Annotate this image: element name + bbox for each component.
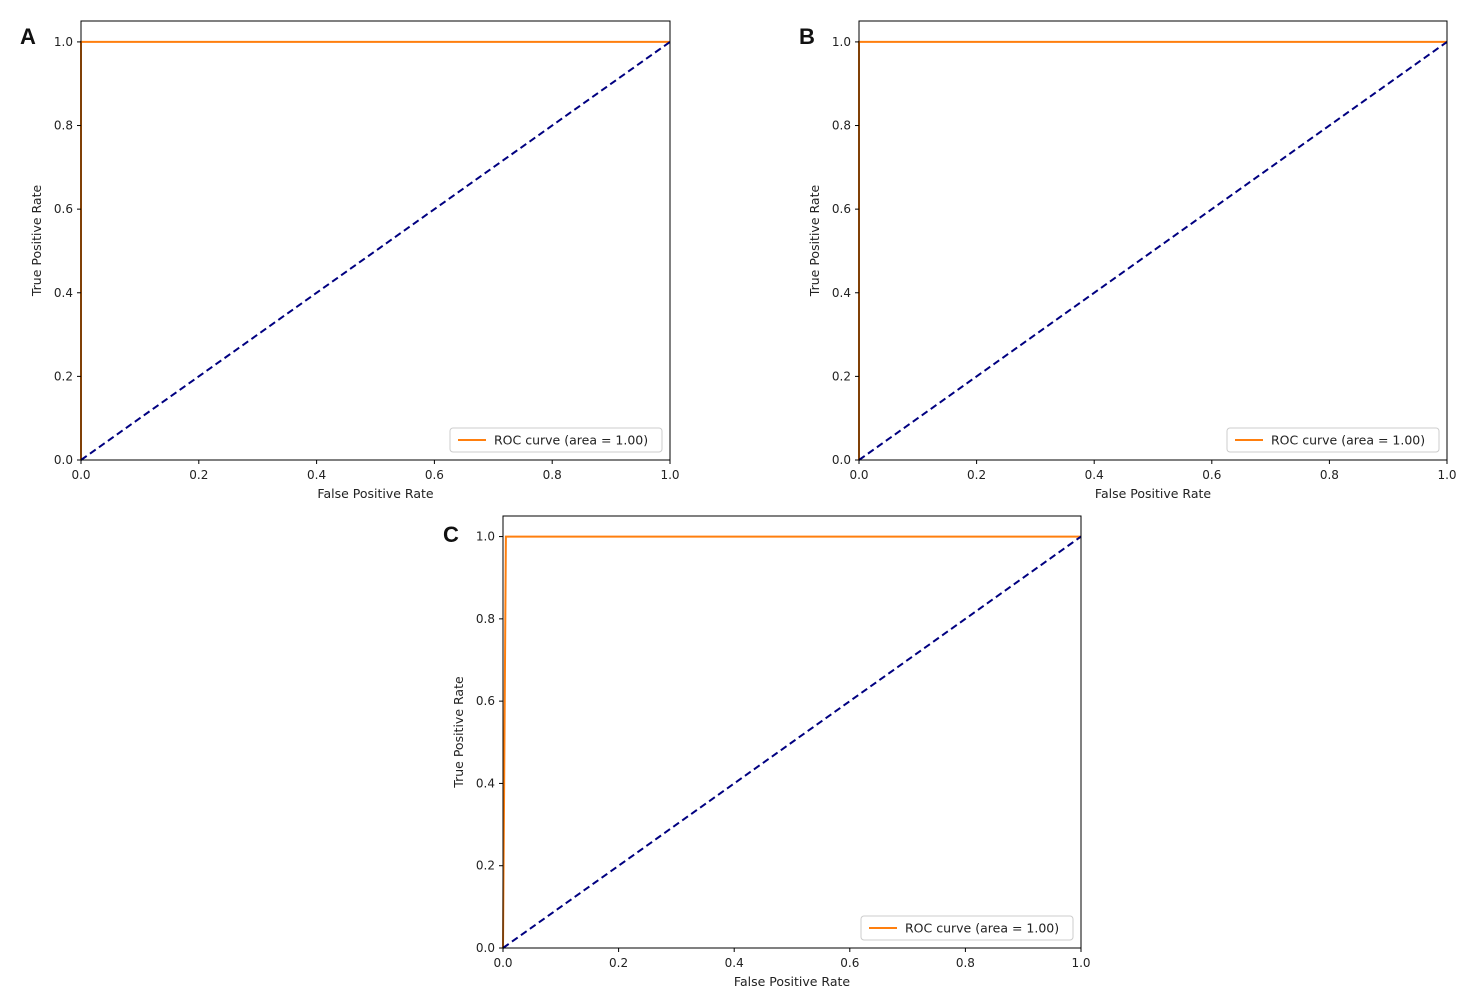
x-tick-label: 0.4: [725, 956, 744, 970]
x-tick-label: 0.8: [543, 468, 562, 482]
legend-box: [860, 915, 1074, 941]
axes-frame: [502, 515, 1082, 949]
axes-frame: [80, 20, 671, 461]
y-tick-label: 0.8: [54, 119, 73, 133]
x-tick-label: 0.4: [307, 468, 326, 482]
y-tick-label: 0.8: [832, 119, 851, 133]
y-tick-label: 0.2: [54, 369, 73, 383]
y-axis-label: True Positive Rate: [451, 676, 466, 789]
y-axis-label: True Positive Rate: [29, 185, 44, 298]
y-tick-label: 0.2: [476, 859, 495, 873]
roc-curve-line: [858, 40, 1447, 460]
x-axis-label: False Positive Rate: [1095, 486, 1211, 501]
y-tick-label: 0.8: [476, 612, 495, 626]
legend-label: ROC curve (area = 1.00): [1271, 433, 1425, 448]
y-tick-label: 0.4: [54, 286, 73, 300]
y-tick-label: 0.2: [832, 369, 851, 383]
legend-box: [1226, 427, 1440, 453]
roc-curve-line: [80, 40, 670, 460]
x-tick-label: 0.6: [1202, 468, 1221, 482]
legend-box: [449, 427, 663, 453]
x-tick-label: 0.0: [493, 956, 512, 970]
legend: ROC curve (area = 1.00): [449, 427, 663, 453]
chance-diagonal-line: [858, 41, 1448, 461]
legend: ROC curve (area = 1.00): [1226, 427, 1440, 453]
chart-panel-a: A 0.0 0.2 0.4 0.6 0.8 1.0 0.0 0.2 0.4 0.6 0.8 1.0 Fal…: [20, 20, 680, 501]
chart-panel-b: B 0.0 0.2 0.4 0.6 0.8 1.0 0.0 0.2 0.4 0.6 0.8 1.0 Fal…: [799, 20, 1457, 501]
axes-frame: [858, 20, 1448, 461]
x-tick-label: 0.8: [1320, 468, 1339, 482]
chart-panel-c: C 0.0 0.2 0.4 0.6 0.8 1.0 0.0 0.2 0.4 0.6 0.8 1.0 Fal…: [443, 515, 1091, 989]
x-tick-label: 0.4: [1085, 468, 1104, 482]
x-tick-label: 1.0: [660, 468, 679, 482]
x-tick-label: 1.0: [1437, 468, 1456, 482]
y-tick-label: 1.0: [832, 35, 851, 49]
chance-diagonal-line: [502, 535, 1082, 949]
legend-label: ROC curve (area = 1.00): [905, 921, 1059, 936]
y-tick-label: 0.0: [832, 453, 851, 467]
x-tick-label: 0.0: [849, 468, 868, 482]
y-tick-label: 0.6: [54, 202, 73, 216]
x-tick-label: 1.0: [1071, 956, 1090, 970]
x-tick-label: 0.0: [71, 468, 90, 482]
x-axis-label: False Positive Rate: [734, 974, 850, 989]
y-tick-label: 0.0: [476, 941, 495, 955]
y-tick-label: 0.4: [476, 776, 495, 790]
y-tick-label: 1.0: [54, 35, 73, 49]
roc-curve-line: [502, 535, 1081, 949]
x-tick-label: 0.2: [609, 956, 628, 970]
legend-label: ROC curve (area = 1.00): [494, 433, 648, 448]
y-tick-label: 1.0: [476, 530, 495, 544]
y-tick-label: 0.0: [54, 453, 73, 467]
y-tick-label: 0.6: [832, 202, 851, 216]
x-axis-label: False Positive Rate: [317, 486, 433, 501]
x-tick-label: 0.8: [956, 956, 975, 970]
legend: ROC curve (area = 1.00): [860, 915, 1074, 941]
y-tick-label: 0.4: [832, 286, 851, 300]
panel-label: C: [443, 522, 459, 547]
y-axis-label: True Positive Rate: [807, 185, 822, 298]
x-tick-label: 0.6: [840, 956, 859, 970]
chance-diagonal-line: [80, 41, 671, 461]
x-tick-label: 0.2: [967, 468, 986, 482]
x-tick-label: 0.6: [425, 468, 444, 482]
y-tick-label: 0.6: [476, 694, 495, 708]
panel-label: B: [799, 24, 815, 49]
panel-label: A: [20, 24, 36, 49]
x-tick-label: 0.2: [189, 468, 208, 482]
